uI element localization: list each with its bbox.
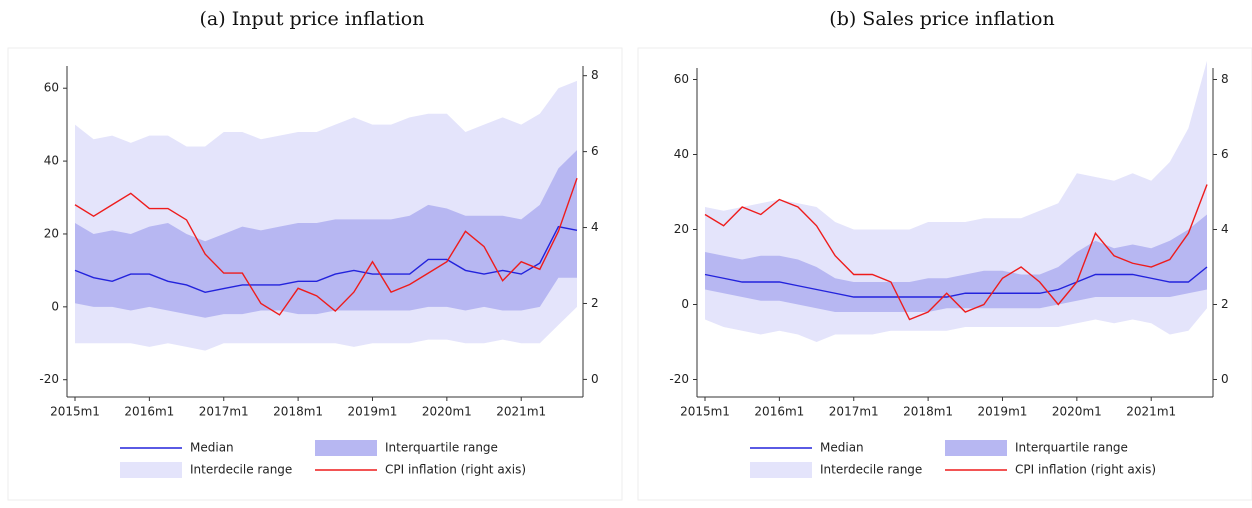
y-tick-label: 60: [44, 81, 59, 95]
x-tick-label: 2015m1: [680, 405, 730, 419]
legend-swatch: [750, 462, 812, 478]
y-tick-label: 40: [674, 147, 689, 161]
y2-tick-label: 2: [1221, 297, 1229, 311]
y2-tick-label: 6: [1221, 147, 1229, 161]
x-tick-label: 2019m1: [348, 405, 398, 419]
chart-title: (b) Sales price inflation: [829, 8, 1054, 30]
y-tick-label: 40: [44, 154, 59, 168]
legend-label: Interdecile range: [190, 463, 292, 477]
y2-tick-label: 8: [1221, 72, 1229, 86]
legend-label: CPI inflation (right axis): [1015, 463, 1156, 477]
x-tick-label: 2021m1: [1126, 405, 1176, 419]
panel-frame: [637, 47, 1252, 501]
x-tick-label: 2018m1: [273, 405, 323, 419]
x-tick-label: 2021m1: [496, 405, 546, 419]
x-tick-label: 2016m1: [754, 405, 804, 419]
legend-label: Median: [820, 441, 864, 455]
band-area: [75, 150, 577, 318]
x-tick-label: 2016m1: [124, 405, 174, 419]
y-tick-label: 60: [674, 72, 689, 86]
y2-tick-label: 4: [1221, 222, 1229, 236]
y2-tick-label: 0: [591, 372, 599, 386]
y2-tick-label: 6: [591, 144, 599, 158]
legend-label: Median: [190, 441, 234, 455]
series-line: [74, 225, 578, 293]
x-tick-label: 2017m1: [829, 405, 879, 419]
x-tick-label: 2019m1: [978, 405, 1028, 419]
legend-swatch: [945, 440, 1007, 456]
y-tick-label: 0: [681, 297, 689, 311]
y-tick-label: -20: [669, 372, 689, 386]
y-tick-label: 20: [44, 226, 59, 240]
legend-label: Interquartile range: [1015, 441, 1128, 455]
panel-frame: [7, 47, 623, 501]
legend-swatch: [120, 462, 182, 478]
y2-tick-label: 2: [591, 296, 599, 310]
legend-label: Interdecile range: [820, 463, 922, 477]
x-tick-label: 2017m1: [199, 405, 249, 419]
series-line: [74, 177, 578, 316]
y2-tick-label: 8: [591, 68, 599, 82]
legend-label: CPI inflation (right axis): [385, 463, 526, 477]
legend-label: Interquartile range: [385, 441, 498, 455]
y-tick-label: -20: [39, 372, 59, 386]
chart-title: (a) Input price inflation: [200, 8, 425, 30]
y2-tick-label: 0: [1221, 372, 1229, 386]
series-line: [704, 184, 1208, 321]
x-tick-label: 2018m1: [903, 405, 953, 419]
y2-tick-label: 4: [591, 220, 599, 234]
band-area: [705, 214, 1207, 312]
x-tick-label: 2020m1: [1052, 405, 1102, 419]
legend-swatch: [315, 440, 377, 456]
series-line: [704, 266, 1208, 298]
x-tick-label: 2020m1: [422, 405, 472, 419]
y-tick-label: 20: [674, 222, 689, 236]
y-tick-label: 0: [51, 299, 59, 313]
x-tick-label: 2015m1: [50, 405, 100, 419]
